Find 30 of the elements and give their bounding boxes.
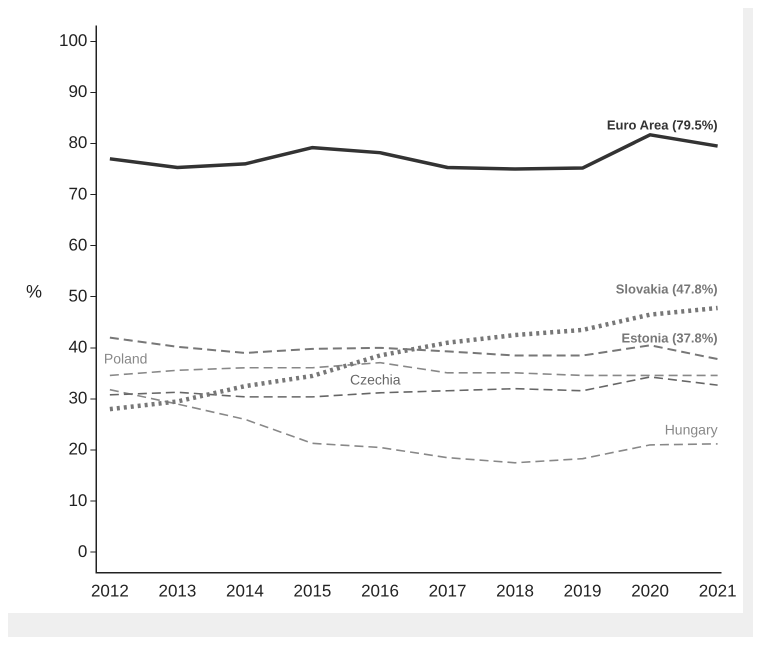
y-tick-label: 100 <box>58 31 88 50</box>
series-label: Euro Area (79.5%) <box>606 118 718 133</box>
x-tick-label: 2019 <box>564 581 602 600</box>
line-series <box>109 376 718 398</box>
y-tick-label: 60 <box>68 235 88 254</box>
y-tick-label: 90 <box>68 82 88 102</box>
y-tick-label: 40 <box>68 338 88 357</box>
x-tick-label: 2020 <box>631 581 670 600</box>
y-axis-title: % <box>26 282 42 302</box>
x-tick-label: 2018 <box>496 581 534 600</box>
series-label: Slovakia (47.8%) <box>616 282 718 297</box>
y-tick-label: 80 <box>68 133 88 152</box>
y-tick-label: 20 <box>68 440 88 459</box>
line-series <box>109 388 718 464</box>
x-tick-label: 2016 <box>361 581 399 600</box>
y-tick-label: 0 <box>78 542 88 561</box>
x-tick-label: 2015 <box>294 581 332 600</box>
x-tick-label: 2013 <box>158 581 196 600</box>
series-label: Czechia <box>350 372 401 388</box>
x-tick-label: 2012 <box>90 581 129 600</box>
series-label: Estonia (37.8%) <box>622 330 718 346</box>
series-label: Poland <box>104 350 148 366</box>
y-tick-label: 10 <box>68 490 88 510</box>
y-tick-label: 50 <box>68 286 88 306</box>
x-tick-label: 2017 <box>428 581 466 600</box>
series-label: Hungary <box>664 422 718 438</box>
y-tick-label: 30 <box>68 388 88 408</box>
x-tick-label: 2021 <box>698 581 737 600</box>
y-tick-label: 70 <box>68 184 88 204</box>
x-tick-label: 2014 <box>226 581 264 600</box>
